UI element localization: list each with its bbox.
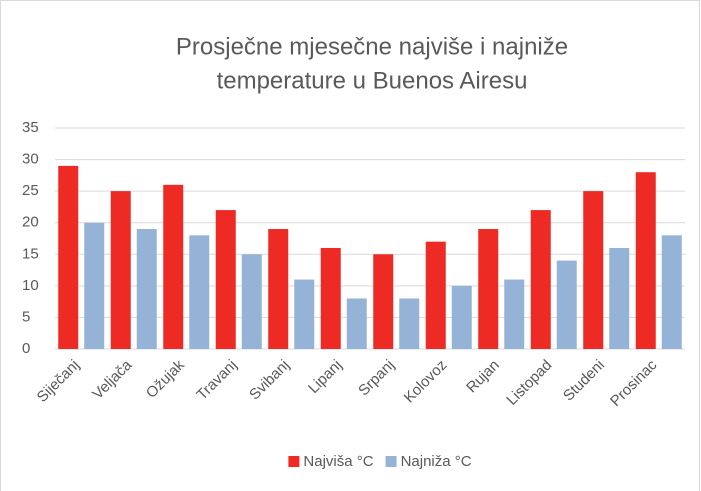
bar bbox=[241, 254, 262, 349]
bar bbox=[136, 229, 157, 349]
bar bbox=[268, 229, 289, 349]
legend-label: Najviša °C bbox=[303, 453, 373, 470]
bar bbox=[635, 172, 656, 349]
chart-title: temperature u Buenos Airesu bbox=[217, 67, 528, 94]
chart-title: Prosječne mjesečne najviše i najniže bbox=[176, 33, 568, 60]
bar bbox=[504, 279, 525, 349]
bar bbox=[58, 165, 79, 349]
bar bbox=[346, 298, 367, 349]
bar bbox=[556, 260, 577, 349]
bar bbox=[478, 229, 499, 349]
bar bbox=[661, 235, 682, 349]
bar bbox=[609, 247, 630, 349]
bar bbox=[530, 210, 551, 349]
bar bbox=[425, 241, 446, 349]
y-tick-label: 15 bbox=[22, 245, 39, 262]
y-tick-label: 10 bbox=[22, 277, 39, 294]
bar bbox=[583, 191, 604, 349]
bar bbox=[294, 279, 315, 349]
y-tick-label: 30 bbox=[22, 151, 39, 168]
legend-swatch bbox=[385, 456, 397, 467]
bar bbox=[399, 298, 420, 349]
bar bbox=[84, 222, 105, 349]
bar bbox=[189, 235, 210, 349]
bar bbox=[215, 210, 236, 349]
legend-label: Najniža °C bbox=[401, 453, 472, 470]
y-tick-label: 0 bbox=[22, 340, 30, 357]
y-tick-label: 5 bbox=[22, 308, 30, 325]
bar bbox=[320, 247, 341, 349]
y-tick-label: 35 bbox=[22, 119, 39, 136]
bar bbox=[373, 254, 394, 349]
bar bbox=[163, 184, 184, 349]
bar bbox=[110, 191, 131, 349]
y-tick-label: 25 bbox=[22, 182, 39, 199]
legend-swatch bbox=[288, 456, 300, 467]
bar bbox=[451, 285, 472, 349]
y-tick-label: 20 bbox=[22, 214, 39, 231]
